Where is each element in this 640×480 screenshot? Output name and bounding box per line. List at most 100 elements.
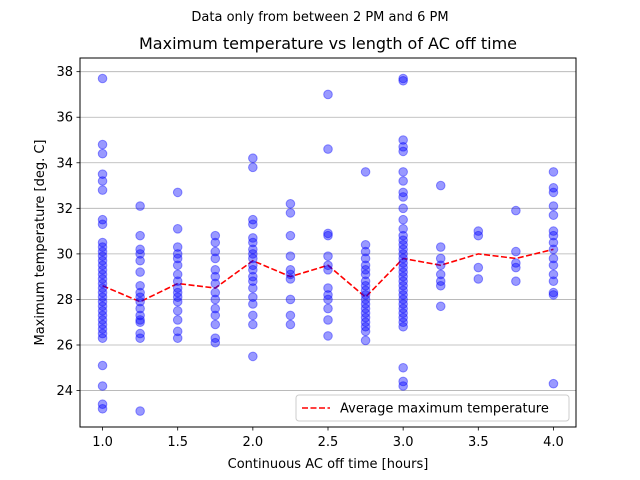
scatter-point xyxy=(210,310,221,321)
scatter-point xyxy=(435,280,446,291)
scatter-point xyxy=(97,287,108,298)
scatter-point xyxy=(548,187,559,198)
x-tick-label: 2.0 xyxy=(243,435,264,450)
y-tick-label: 38 xyxy=(56,65,73,80)
scatter-point xyxy=(97,251,108,261)
scatter-point xyxy=(360,269,371,280)
scatter-point xyxy=(511,205,521,216)
scatter-point xyxy=(135,328,145,339)
scatter-point xyxy=(360,239,371,250)
scatter-point xyxy=(172,242,183,252)
scatter-point xyxy=(398,362,408,373)
scatter-point xyxy=(172,260,183,271)
scatter-point xyxy=(323,303,333,314)
scatter-point xyxy=(398,230,408,241)
scatter-point xyxy=(548,253,559,264)
scatter-point xyxy=(210,265,221,275)
scatter-point xyxy=(172,187,183,198)
scatter-point xyxy=(210,303,221,314)
scatter-point xyxy=(548,260,559,271)
grid-lines xyxy=(80,71,576,391)
scatter-point xyxy=(360,290,371,300)
scatter-point xyxy=(398,294,408,305)
scatter-point xyxy=(323,251,333,261)
scatter-point xyxy=(210,319,221,330)
scatter-point xyxy=(97,360,108,371)
scatter-point xyxy=(285,230,296,241)
scatter-point xyxy=(398,249,408,259)
y-tick-label: 32 xyxy=(56,202,73,217)
scatter-point xyxy=(360,326,371,337)
scatter-point xyxy=(473,226,484,236)
scatter-point xyxy=(135,255,145,266)
scatter-point xyxy=(248,351,258,362)
scatter-point xyxy=(248,260,258,271)
y-tick-label: 28 xyxy=(56,293,73,308)
scatter-point xyxy=(97,315,108,325)
scatter-point xyxy=(248,319,258,330)
scatter-point xyxy=(97,255,108,266)
scatter-point xyxy=(248,283,258,293)
scatter-point xyxy=(97,148,108,159)
scatter-point xyxy=(360,312,371,323)
scatter-point xyxy=(135,310,145,321)
scatter-point xyxy=(548,287,559,298)
scatter-point xyxy=(97,237,108,248)
scatter-point xyxy=(135,201,145,211)
scatter-point xyxy=(473,230,484,241)
scatter-point xyxy=(398,235,408,246)
scatter-point xyxy=(172,296,183,307)
scatter-point xyxy=(548,237,559,248)
scatter-point xyxy=(398,376,408,387)
scatter-point xyxy=(511,262,521,273)
scatter-point xyxy=(135,287,145,298)
scatter-point xyxy=(285,208,296,218)
scatter-point xyxy=(97,283,108,293)
scatter-point xyxy=(435,276,446,287)
scatter-point xyxy=(398,258,408,268)
scatter-point xyxy=(97,214,108,225)
scatter-point xyxy=(97,169,108,179)
x-axis-label: Continuous AC off time [hours] xyxy=(228,457,429,472)
scatter-point xyxy=(548,230,559,241)
scatter-point xyxy=(135,317,145,328)
scatter-point xyxy=(172,333,183,343)
y-tick-label: 36 xyxy=(56,111,73,126)
scatter-point xyxy=(548,167,559,177)
scatter-point xyxy=(548,183,559,193)
scatter-point xyxy=(248,310,258,321)
y-tick-label: 34 xyxy=(56,156,73,171)
scatter-point xyxy=(360,299,371,309)
chart-title: Maximum temperature vs length of AC off … xyxy=(139,34,517,53)
scatter-point xyxy=(97,324,108,334)
scatter-point xyxy=(97,310,108,321)
scatter-point xyxy=(398,276,408,287)
scatter-point xyxy=(398,142,408,152)
scatter-point xyxy=(97,274,108,284)
scatter-point xyxy=(398,285,408,296)
scatter-point xyxy=(172,276,183,287)
scatter-point xyxy=(398,303,408,314)
scatter-point xyxy=(248,249,258,259)
scatter-point xyxy=(323,228,333,239)
scatter-point xyxy=(473,262,484,273)
legend-box xyxy=(295,394,570,422)
scatter-point xyxy=(97,306,108,316)
scatter-point xyxy=(435,269,446,280)
scatter-point xyxy=(323,265,333,275)
scatter-point xyxy=(473,274,484,284)
scatter-point xyxy=(172,306,183,316)
scatter-point xyxy=(285,274,296,284)
scatter-point xyxy=(172,326,183,337)
x-axis-ticks: 1.0 1.5 2.0 2.5 3.0 3.5 4.0 xyxy=(92,427,564,450)
scatter-point xyxy=(210,246,221,257)
x-tick-label: 2.5 xyxy=(318,435,339,450)
scatter-point xyxy=(398,253,408,264)
scatter-point xyxy=(323,260,333,271)
scatter-point xyxy=(360,276,371,287)
scatter-point xyxy=(360,246,371,257)
scatter-point xyxy=(97,139,108,150)
scatter-point xyxy=(511,276,521,287)
scatter-point xyxy=(172,253,183,264)
scatter-point xyxy=(511,246,521,257)
